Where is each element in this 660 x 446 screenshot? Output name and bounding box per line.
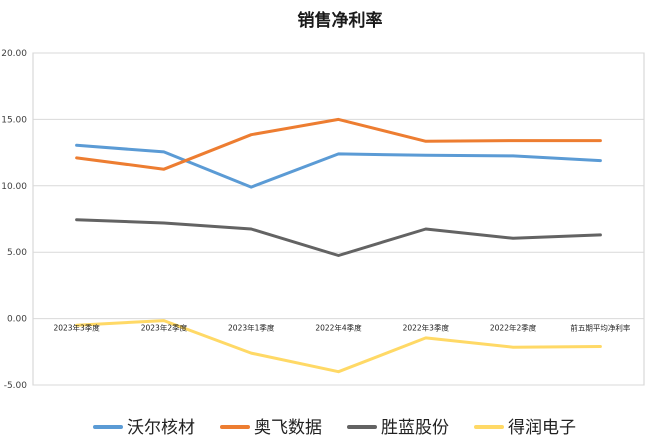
data-point <box>250 352 253 354</box>
y-tick-label: 0.00 <box>7 315 27 325</box>
data-point <box>337 370 340 373</box>
data-point <box>75 324 78 327</box>
x-tick-label: 2023年2季度 <box>141 323 188 333</box>
legend-label: 奥飞数据 <box>254 418 322 438</box>
data-point <box>424 154 427 157</box>
y-tick-label: 15.00 <box>1 115 27 125</box>
data-point <box>599 345 602 348</box>
y-axis: 20.00 15.00 10.00 5.00 0.00 -5.00 <box>1 49 27 391</box>
data-point <box>163 319 165 322</box>
data-point <box>250 186 253 188</box>
data-point <box>250 133 253 136</box>
y-tick-label: 5.00 <box>7 248 27 258</box>
data-point <box>424 337 427 339</box>
data-point <box>163 151 165 153</box>
x-tick-label: 2022年3季度 <box>403 323 450 333</box>
data-point <box>337 118 340 121</box>
data-point <box>599 139 602 142</box>
x-tick-label: 2022年4季度 <box>315 323 362 333</box>
data-point <box>250 228 253 230</box>
data-point <box>424 228 427 230</box>
x-tick-label: 2022年2季度 <box>490 323 537 333</box>
data-point <box>75 218 78 221</box>
legend-label: 胜蓝股份 <box>381 418 449 438</box>
x-axis: 2023年3季度 2023年2季度 2023年1季度 2022年4季度 2022年3季度… <box>53 323 630 333</box>
y-tick-label: -5.00 <box>4 381 28 391</box>
x-tick-label: 前五期平均净利率 <box>570 323 630 333</box>
data-point <box>75 144 78 147</box>
data-point <box>599 234 602 236</box>
data-point <box>75 157 78 159</box>
y-tick-label: 10.00 <box>1 182 27 192</box>
data-point <box>512 346 514 348</box>
data-point <box>424 140 427 143</box>
data-point <box>512 237 514 240</box>
legend-label: 沃尔核材 <box>127 418 195 438</box>
legend-label: 得润电子 <box>508 418 576 438</box>
data-point <box>337 153 340 155</box>
data-point <box>337 254 340 257</box>
y-tick-label: 20.00 <box>1 49 27 59</box>
data-point <box>512 139 514 142</box>
x-tick-label: 2023年3季度 <box>53 323 100 333</box>
grid-layer <box>33 52 644 386</box>
series-layer <box>75 117 602 374</box>
chart-title: 销售净利率 <box>298 10 383 31</box>
x-tick-label: 2023年1季度 <box>228 323 275 333</box>
legend: 沃尔核材 奥飞数据 胜蓝股份 得润电子 <box>93 418 576 438</box>
data-point <box>163 222 165 224</box>
data-point <box>163 168 165 170</box>
data-point <box>512 155 514 157</box>
data-point <box>599 159 602 162</box>
